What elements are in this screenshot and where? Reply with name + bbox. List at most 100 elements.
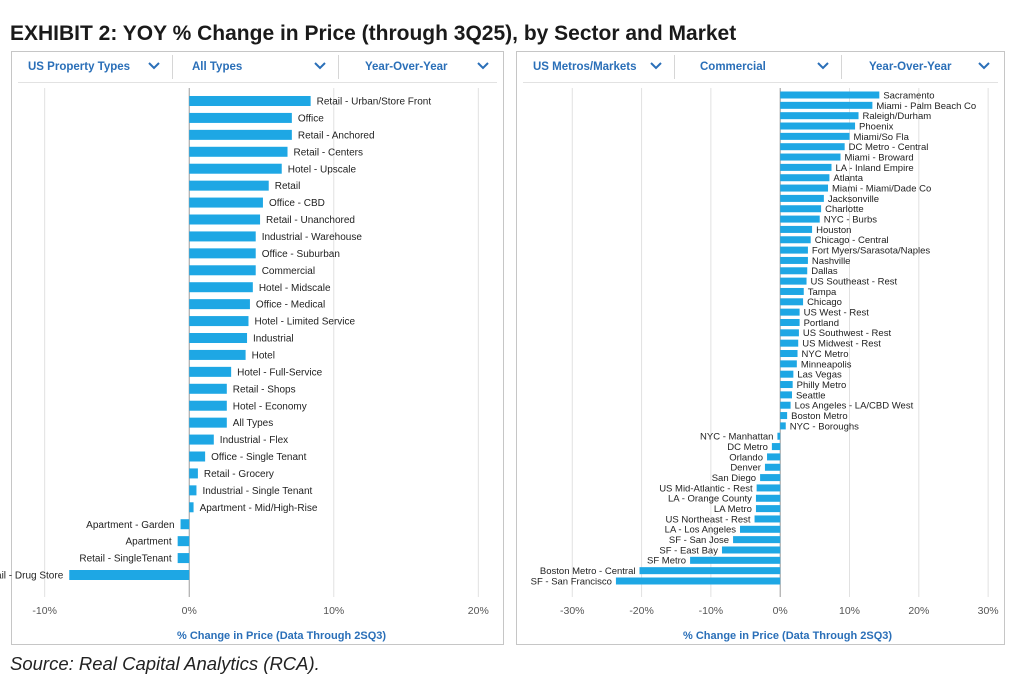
period-dropdown[interactable]: Year-Over-Year [343,55,501,79]
x-tick-label: 0% [773,605,788,617]
bar [780,391,792,399]
x-tick-label: -10% [699,605,724,617]
bar [615,577,781,585]
bar-category-label: Hotel - Upscale [288,164,357,175]
chevron-down-icon [650,62,662,70]
dropdown-label: Commercial [700,61,766,73]
bar [189,265,256,276]
bar [756,484,781,492]
bar-category-label: US Mid-Atlantic - Rest [659,483,753,494]
x-tick-label: 0% [182,605,197,617]
bar-category-label: SF - San Francisco [531,576,612,587]
period-dropdown[interactable]: Year-Over-Year [847,55,1002,79]
bar [780,184,829,192]
bar [189,502,194,513]
bar [780,412,788,420]
bar [189,366,232,377]
bar-category-label: Office - Medical [256,300,325,311]
bar [189,248,256,259]
dropdown-label: Year-Over-Year [869,61,952,73]
metros-markets-dropdown[interactable]: US Metros/Markets [519,55,675,79]
bar-category-label: Seattle [796,390,826,401]
bar-category-label: DC Metro [727,442,768,453]
type-filter-dropdown[interactable]: All Types [178,55,339,79]
bar-category-label: Boston Metro [791,411,848,422]
bar [189,417,227,428]
bar-category-label: Hotel [252,351,275,362]
bar [721,546,781,554]
bar-category-label: Charlotte [825,204,864,215]
bar [755,505,781,513]
bar-category-label: Retail - Unanchored [266,215,355,226]
bar-category-label: Industrial - Warehouse [262,232,363,243]
x-axis-label: % Change in Price (Data Through 2SQ3) [683,630,893,642]
bar [189,163,282,174]
bar [780,298,804,306]
bar [189,146,288,157]
bar [780,122,856,130]
bar-category-label: Hotel - Midscale [259,283,331,294]
bar-category-label: NYC - Manhattan [700,432,773,443]
bar-category-label: Office - Suburban [262,249,340,260]
bar-category-label: NYC Metro [802,349,849,360]
bar-category-label: Hotel - Full-Service [237,367,322,378]
bar-category-label: NYC - Burbs [824,215,878,226]
bar-category-label: Miami/So Fla [854,132,910,143]
bar [177,553,190,564]
bar [189,383,227,394]
bar-category-label: Miami - Miami/Dade Co [832,183,931,194]
bar-category-label: San Diego [712,473,756,484]
bar [189,451,206,462]
bar-category-label: Office - CBD [269,198,325,209]
right-chart-panel: US Metros/Markets Commercial Year-Over-Y… [516,51,1005,645]
bar [780,370,794,378]
bar-category-label: US Midwest - Rest [802,339,881,350]
bar [760,474,781,482]
dropdown-label: US Property Types [28,61,131,73]
bar-category-label: Raleigh/Durham [863,111,932,122]
bar [189,299,250,310]
bar [189,129,292,140]
bar-category-label: US Southeast - Rest [811,277,898,288]
bar-category-label: Retail - Centers [294,147,363,158]
property-types-dropdown[interactable]: US Property Types [14,55,173,79]
bar-category-label: Chicago - Central [815,235,889,246]
bar-category-label: Dallas [811,266,838,277]
bar-category-label: SF - East Bay [659,545,718,556]
bar-category-label: Retail [275,181,301,192]
bar-category-label: SF Metro [647,556,686,567]
sector-filter-dropdown[interactable]: Commercial [680,55,842,79]
x-tick-label: 10% [839,605,860,617]
bar [690,556,781,564]
bar [733,536,781,544]
bar [189,468,198,479]
bar [189,434,214,445]
bar [780,194,824,202]
bar-category-label: Philly Metro [797,380,847,391]
bar [189,485,197,496]
bar [780,381,793,389]
bar-category-label: Minneapolis [801,359,852,370]
bar [189,349,246,360]
chevron-down-icon [314,62,326,70]
bar [780,143,845,151]
bar [639,567,781,575]
left-chart-panel: US Property Types All Types Year-Over-Ye… [0,51,504,645]
bar-category-label: Commercial [262,266,315,277]
bar [780,132,850,140]
bar [764,463,781,471]
bar-category-label: Phoenix [859,121,894,132]
bar-category-label: Industrial - Flex [220,435,288,446]
bar-category-label: Office [298,114,324,125]
bar-category-label: SF - San Jose [669,535,729,546]
bar-category-label: Portland [804,318,839,329]
bar [180,519,190,530]
bar-category-label: Industrial - Single Tenant [202,486,312,497]
bar [780,308,800,316]
bar-category-label: Hotel - Economy [233,401,307,412]
bar [780,236,811,244]
bar-category-label: Boston Metro - Central [540,566,636,577]
bar-category-label: LA - Inland Empire [835,163,913,174]
bar [780,174,830,182]
